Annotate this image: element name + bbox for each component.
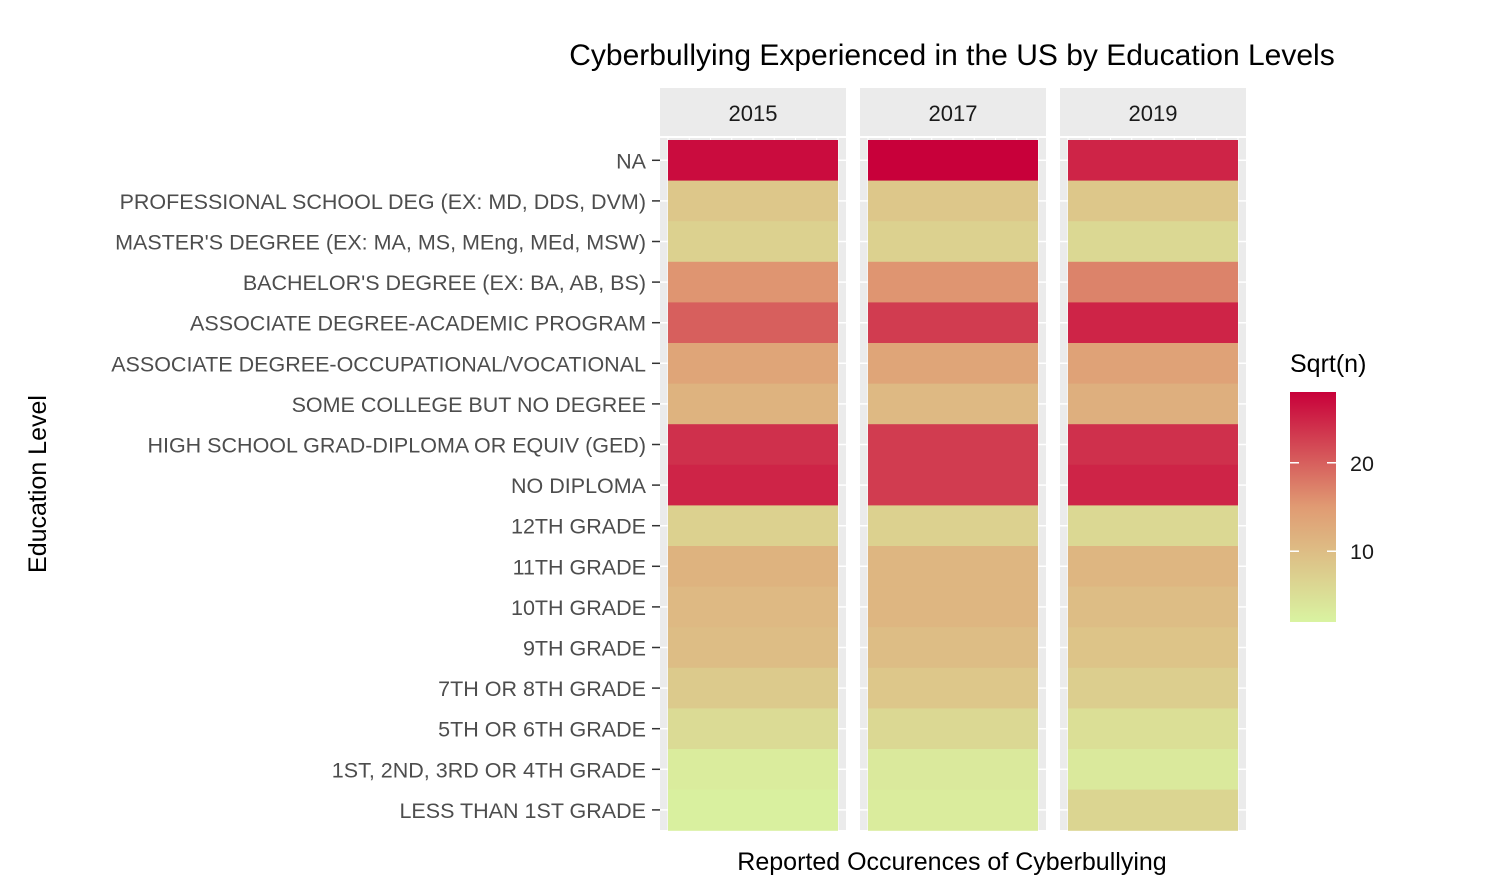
heatmap-cell: [868, 505, 1038, 547]
legend-tick-label: 20: [1350, 452, 1374, 476]
facet-strip-label: 2017: [929, 101, 978, 126]
heatmap-cell: [868, 383, 1038, 425]
y-tick-label: 11TH GRADE: [513, 555, 646, 579]
heatmap-cell: [668, 546, 838, 588]
heatmap-cell: [668, 343, 838, 385]
heatmap-cell: [868, 586, 1038, 628]
heatmap-cell: [868, 708, 1038, 750]
heatmap-cell: [1068, 464, 1238, 506]
heatmap-cell: [668, 261, 838, 303]
heatmap-cell: [668, 789, 838, 831]
heatmap-cell: [1068, 586, 1238, 628]
y-tick-label: 1ST, 2ND, 3RD OR 4TH GRADE: [332, 758, 646, 782]
y-tick-label: LESS THAN 1ST GRADE: [399, 799, 646, 823]
heatmap-cell: [1068, 749, 1238, 791]
heatmap-cell: [1068, 343, 1238, 385]
heatmap-cell: [868, 749, 1038, 791]
y-tick-label: 12TH GRADE: [511, 515, 646, 539]
heatmap-cell: [668, 180, 838, 222]
heatmap-cell: [868, 546, 1038, 588]
heatmap-cell: [1068, 708, 1238, 750]
facet-strip-label: 2019: [1129, 101, 1178, 126]
y-tick-label: NO DIPLOMA: [511, 474, 647, 498]
y-tick-label: 10TH GRADE: [511, 596, 646, 620]
heatmap-cell: [1068, 627, 1238, 669]
facet-strip-label: 2015: [729, 101, 778, 126]
heatmap-cell: [868, 343, 1038, 385]
y-tick-label: SOME COLLEGE BUT NO DEGREE: [292, 393, 646, 417]
legend-colorbar: [1290, 392, 1336, 622]
heatmap-cell: [868, 667, 1038, 709]
heatmap-cell: [1068, 221, 1238, 263]
legend-tick-label: 10: [1350, 540, 1374, 564]
facet-panel-2017: 2017: [860, 88, 1046, 831]
y-tick-label: HIGH SCHOOL GRAD-DIPLOMA OR EQUIV (GED): [147, 434, 646, 458]
heatmap-cell: [668, 586, 838, 628]
heatmap-cell: [668, 667, 838, 709]
heatmap-cell: [868, 627, 1038, 669]
facet-panel-2019: 2019: [1060, 88, 1246, 831]
facet-strip: [660, 88, 846, 136]
heatmap-cell: [1068, 180, 1238, 222]
heatmap-cell: [1068, 383, 1238, 425]
y-tick-label: 9TH GRADE: [523, 637, 646, 661]
facet-panel-2015: 2015: [660, 88, 846, 831]
heatmap-cell: [868, 464, 1038, 506]
heatmap-cell: [668, 424, 838, 466]
y-tick-label: ASSOCIATE DEGREE-ACADEMIC PROGRAM: [190, 312, 646, 336]
legend-title: Sqrt(n): [1290, 350, 1366, 378]
y-tick-label: 5TH OR 6TH GRADE: [438, 718, 646, 742]
heatmap-cell: [868, 424, 1038, 466]
y-tick-label: PROFESSIONAL SCHOOL DEG (EX: MD, DDS, DV…: [120, 190, 646, 214]
y-tick-label: BACHELOR'S DEGREE (EX: BA, AB, BS): [243, 271, 646, 295]
heatmap-cell: [1068, 789, 1238, 831]
heatmap-cell: [1068, 261, 1238, 303]
heatmap-cell: [868, 140, 1038, 182]
heatmap-cell: [668, 302, 838, 344]
y-tick-label: MASTER'S DEGREE (EX: MA, MS, MEng, MEd, …: [115, 231, 646, 255]
facet-panels: 2015 2017 2019: [660, 88, 1246, 831]
heatmap-cell: [868, 221, 1038, 263]
facet-strip: [860, 88, 1046, 136]
heatmap-cell: [668, 221, 838, 263]
x-axis-title: Reported Occurences of Cyberbullying: [737, 848, 1166, 876]
heatmap-cell: [668, 749, 838, 791]
color-legend: Sqrt(n) 10 20: [1290, 350, 1374, 622]
heatmap-cell: [1068, 424, 1238, 466]
heatmap-cell: [668, 464, 838, 506]
heatmap-cell: [868, 302, 1038, 344]
heatmap-cell: [1068, 546, 1238, 588]
legend-ticks: 10 20: [1290, 452, 1374, 564]
heatmap-cell: [668, 505, 838, 547]
y-axis-title: Education Level: [24, 395, 52, 573]
heatmap-cell: [1068, 505, 1238, 547]
heatmap-cell: [668, 627, 838, 669]
heatmap-cell: [668, 140, 838, 182]
heatmap-cell: [668, 708, 838, 750]
heatmap-cell: [668, 383, 838, 425]
y-tick-label: 7TH OR 8TH GRADE: [438, 677, 646, 701]
chart-title: Cyberbullying Experienced in the US by E…: [569, 39, 1334, 72]
y-tick-label: NA: [616, 149, 647, 173]
heatmap-cell: [1068, 667, 1238, 709]
heatmap-cell: [868, 180, 1038, 222]
y-axis-labels: NA PROFESSIONAL SCHOOL DEG (EX: MD, DDS, …: [111, 149, 660, 823]
y-tick-label: ASSOCIATE DEGREE-OCCUPATIONAL/VOCATIONAL: [111, 352, 646, 376]
heatmap-cell: [868, 789, 1038, 831]
facet-strip: [1060, 88, 1246, 136]
heatmap-cell: [1068, 302, 1238, 344]
heatmap-cell: [1068, 140, 1238, 182]
heatmap-cell: [868, 261, 1038, 303]
